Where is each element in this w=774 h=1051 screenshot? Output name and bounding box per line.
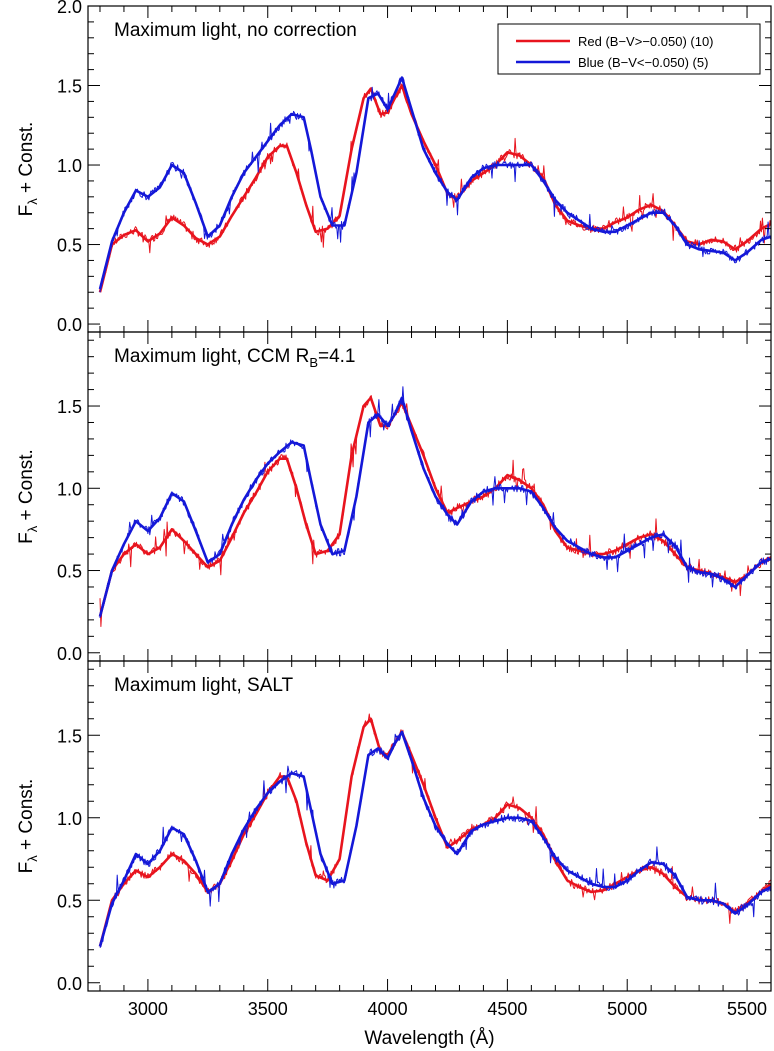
- x-tick-label: 5000: [607, 999, 647, 1019]
- panel-title-main: Maximum light, SALT: [114, 675, 294, 696]
- panel-2: 0.0 0.5 1.0 1.5 Maximum light, CCM RB=4.1 Fλ …: [16, 331, 772, 664]
- y-axis-label-main: F: [16, 532, 37, 544]
- panel-1: 0.0 0.5 1.0 1.5 2.0 Maximum light, no correct…: [16, 0, 772, 335]
- legend: Red (B−V>−0.050) (10) Blue (B−V<−0.050) (…: [497, 23, 761, 75]
- spectrum-smooth-line: [98, 717, 771, 947]
- panel-title-main: Maximum light, no correction: [114, 20, 357, 41]
- series-red: [98, 395, 771, 627]
- y-tick-label: 1.5: [57, 77, 82, 97]
- spectrum-smooth-line: [98, 84, 771, 293]
- y-tick-label: 0.0: [57, 644, 82, 664]
- y-tick-label: 0.5: [57, 236, 82, 256]
- x-tick-label: 4000: [368, 999, 408, 1019]
- y-axis-label-sub: λ: [25, 525, 40, 532]
- y-axis-label: Fλ + Const.: [16, 449, 40, 544]
- y-tick-label: 2.0: [57, 0, 82, 17]
- y-axis-label-sub: λ: [25, 198, 40, 205]
- spectrum-smooth-line: [98, 396, 771, 617]
- y-axis-label: Fλ + Const.: [16, 779, 40, 874]
- spectrum-fine-line: [99, 76, 771, 293]
- series-red: [98, 83, 771, 293]
- spectrum-smooth-line: [98, 730, 771, 947]
- panel-title: Maximum light, SALT: [114, 675, 294, 696]
- series-blue: [98, 76, 771, 293]
- y-axis-label-sub: λ: [25, 855, 40, 862]
- spectrum-smooth-line: [98, 396, 771, 617]
- y-tick-label: 0.5: [57, 562, 82, 582]
- y-tick-label: 1.5: [57, 397, 82, 417]
- y-axis-label-main: F: [16, 205, 37, 217]
- panel-title-sub: B: [309, 355, 318, 370]
- y-axis-label-rest: + Const.: [16, 449, 37, 526]
- panel-3: 0.0 0.5 1.0 1.5 3000 3500 4000 4500 5000 5500 Maxi…: [16, 660, 772, 1049]
- panel-title-after: =4.1: [318, 346, 356, 367]
- plot-frame: [87, 331, 772, 662]
- spectrum-smooth-line: [98, 76, 771, 290]
- panel-title-main: Maximum light, CCM R: [114, 346, 309, 367]
- spectrum-fine-line: [99, 386, 771, 619]
- x-tick-label: 3000: [128, 999, 168, 1019]
- y-axis-label-rest: + Const.: [16, 122, 37, 199]
- spectrum-fine-line: [99, 731, 771, 948]
- y-tick-label: 1.0: [57, 156, 82, 176]
- y-tick-label: 0.5: [57, 891, 82, 911]
- x-tick-label: 5500: [727, 999, 767, 1019]
- spectrum-fine-line: [99, 395, 771, 627]
- y-axis-label-main: F: [16, 862, 37, 874]
- panel-title: Maximum light, CCM RB=4.1: [114, 346, 356, 370]
- spectrum-fine-line: [99, 83, 771, 293]
- y-axis-label-rest: + Const.: [16, 779, 37, 856]
- y-tick-label: 0.0: [57, 974, 82, 994]
- x-axis-label: Wavelength (Å): [364, 1028, 494, 1049]
- x-tick-label: 4500: [487, 999, 527, 1019]
- series-blue: [98, 730, 771, 948]
- legend-label: Red (B−V>−0.050) (10): [578, 34, 714, 49]
- y-axis-label: Fλ + Const.: [16, 122, 40, 217]
- y-tick-label: 1.5: [57, 726, 82, 746]
- y-tick-label: 1.0: [57, 479, 82, 499]
- legend-box: [497, 23, 761, 75]
- legend-label: Blue (B−V<−0.050) (5): [578, 55, 708, 70]
- series-blue: [98, 386, 771, 619]
- plot-frame: [87, 660, 772, 992]
- panel-title: Maximum light, no correction: [114, 20, 357, 41]
- y-tick-label: 0.0: [57, 315, 82, 335]
- x-tick-label: 3500: [248, 999, 288, 1019]
- y-tick-label: 1.0: [57, 809, 82, 829]
